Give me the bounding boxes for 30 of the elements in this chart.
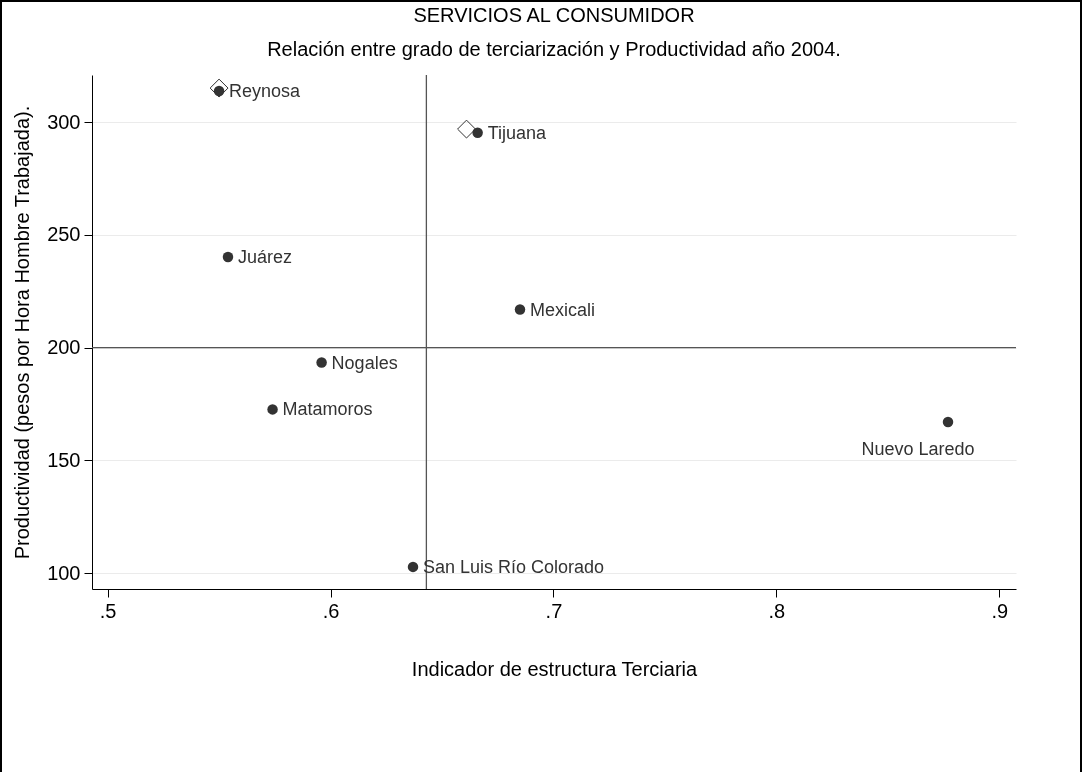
- annotation: Mexicali: [530, 299, 596, 320]
- x-axis-title: Indicador de estructura Terciaria: [411, 657, 699, 680]
- y-tick-label: 100: [47, 561, 81, 584]
- point: [407, 561, 419, 573]
- y-tick-label: 200: [47, 336, 81, 359]
- annotation: Reynosa: [229, 81, 302, 101]
- chart-subtitle: Relación entre grado de terciarización y Productividad año 2004.: [267, 38, 841, 61]
- annotation: Juárez: [237, 247, 293, 268]
- annotation: Nogales: [331, 352, 398, 373]
- x-tick-label: .5: [99, 599, 117, 622]
- x-tick-label: .9: [991, 599, 1009, 622]
- y-tick-label: 150: [47, 448, 81, 471]
- point: [942, 416, 954, 428]
- y-tick-label: 300: [47, 110, 81, 133]
- annotation: Nuevo Laredo: [861, 439, 975, 460]
- point: [267, 404, 278, 415]
- y-tick-label: 250: [47, 223, 81, 246]
- annotation: Tijuana: [487, 122, 548, 143]
- point: [472, 127, 483, 138]
- x-tick-label: .7: [545, 599, 563, 622]
- x-tick-label: .6: [322, 599, 340, 622]
- point: [457, 119, 476, 139]
- point: [316, 357, 327, 368]
- x-tick-label: .8: [768, 599, 786, 622]
- point: [222, 251, 234, 263]
- point: [209, 78, 229, 98]
- chart-title: SERVICIOS AL CONSUMIDOR: [413, 4, 695, 27]
- y-axis-title: Productividad (pesos por Hora Hombre Trabajada).: [11, 105, 34, 560]
- annotation: Matamoros: [282, 399, 373, 420]
- point: [514, 304, 526, 315]
